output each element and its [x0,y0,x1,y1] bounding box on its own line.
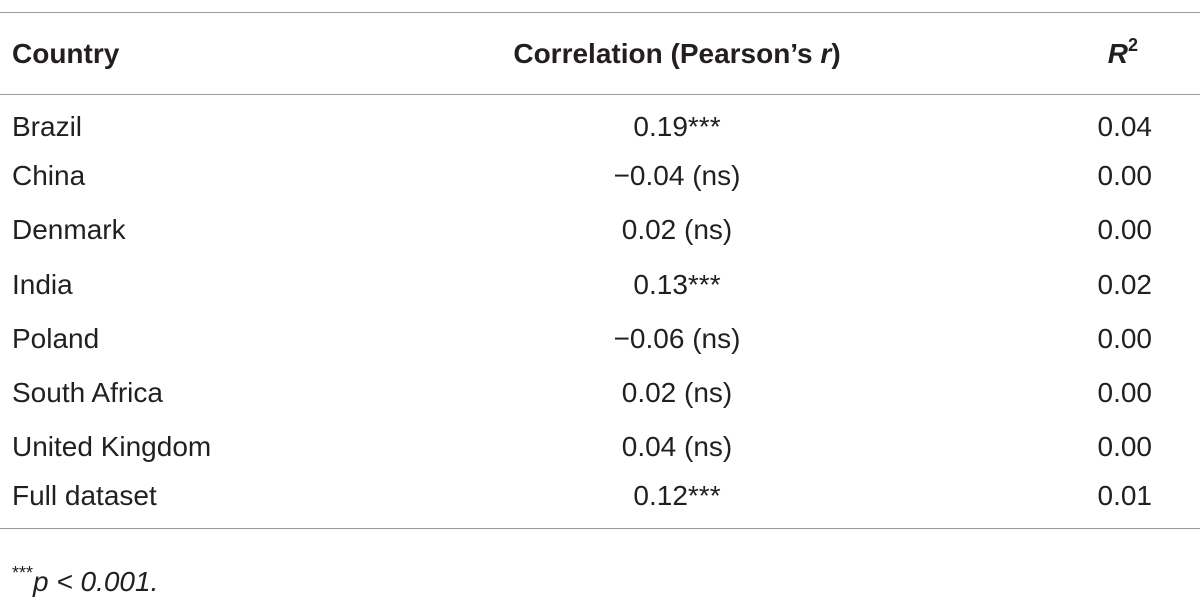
correlation-cell: −0.06 (ns) [613,322,741,354]
footnote-text: < 0.001. [48,566,159,597]
correlation-cell: −0.04 (ns) [613,159,741,191]
results-table: Country Correlation (Pearson’s r) R2 Bra… [0,12,1200,529]
r-squared-cell: 0.00 [1097,322,1153,354]
country-cell: United Kingdom [12,431,212,463]
r-squared-cell: 0.04 [1097,110,1153,142]
country-cell: Poland [12,322,100,354]
column-header: Correlation (Pearson’s r) [452,13,902,95]
correlation-cell: 0.02 (ns) [621,214,733,246]
footnote-marker: *** [12,563,34,583]
country-cell: China [12,159,86,191]
table-row: Denmark 0.02 (ns) 0.00 [0,203,1200,257]
header-italic: r [820,37,832,69]
correlation-cell: 0.13*** [633,268,721,300]
table-header: Country Correlation (Pearson’s r) R2 [0,12,1200,95]
table-row: Full dataset 0.12*** 0.01 [0,475,1200,529]
header-italic: R [1107,37,1128,69]
table-row: Brazil 0.19*** 0.04 [0,95,1200,149]
country-cell: South Africa [12,377,163,409]
header-text: ) [831,37,841,69]
footnote-italic: p [33,566,49,597]
country-cell: Brazil [12,110,83,142]
r-squared-cell: 0.00 [1097,377,1153,409]
correlation-cell: 0.19*** [633,110,721,142]
r-squared-cell: 0.00 [1097,159,1153,191]
table-row: China −0.04 (ns) 0.00 [0,149,1200,203]
header-row: Country Correlation (Pearson’s r) R2 [0,12,1200,95]
table-row: Poland −0.06 (ns) 0.00 [0,312,1200,366]
country-cell: Full dataset [12,480,157,512]
footnote: ***p < 0.001. [12,563,159,598]
correlation-cell: 0.02 (ns) [621,377,733,409]
correlation-cell: 0.12*** [633,480,721,512]
r-squared-cell: 0.00 [1097,431,1153,463]
correlation-cell: 0.04 (ns) [621,431,733,463]
r-squared-cell: 0.01 [1097,480,1153,512]
column-header: R2 [902,13,1200,95]
header-text: Correlation (Pearson’s [513,37,821,69]
table-row: India 0.13*** 0.02 [0,257,1200,311]
table-row: United Kingdom 0.04 (ns) 0.00 [0,420,1200,474]
r-squared-cell: 0.00 [1097,214,1153,246]
country-cell: India [12,268,73,300]
country-cell: Denmark [12,214,126,246]
table-row: South Africa 0.02 (ns) 0.00 [0,366,1200,420]
header-superscript: 2 [1127,34,1138,55]
r-squared-cell: 0.02 [1097,268,1153,300]
table-body: Brazil 0.19*** 0.04 China −0.04 (ns) 0.00 Denm… [0,95,1200,529]
column-header: Country [12,37,120,69]
